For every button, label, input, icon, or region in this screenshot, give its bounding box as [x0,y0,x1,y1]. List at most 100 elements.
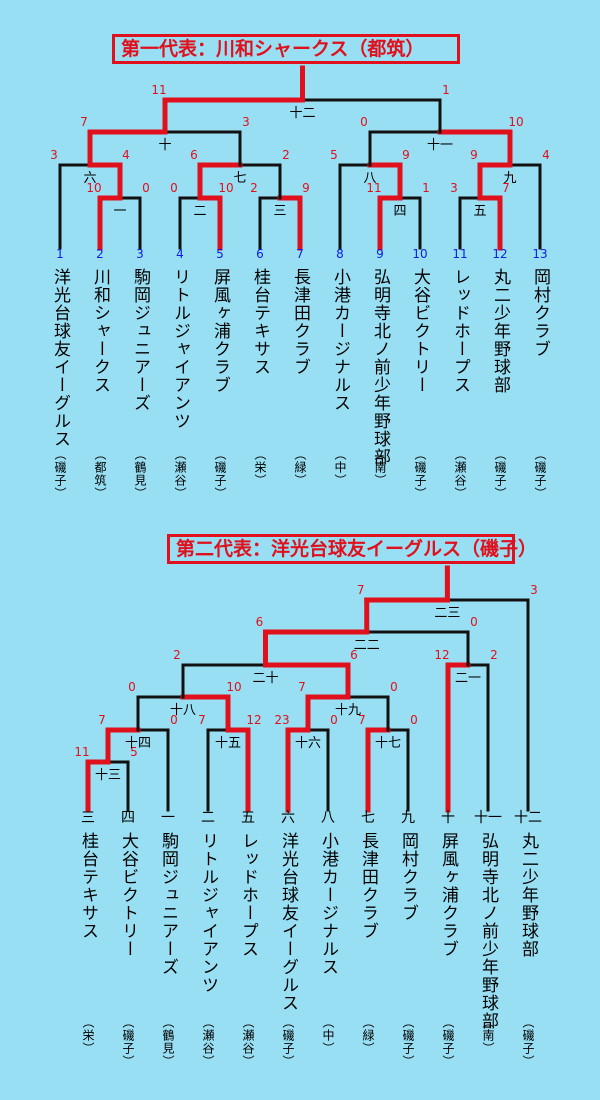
bracket2-team-3-name: リトルジャイアンツ [198,832,218,994]
bracket1-game-7-score-right: 9 [402,148,410,162]
bracket2-team-4-seed: 五 [241,810,255,826]
bracket2-team-4-ward: （瀬谷） [241,1016,255,1068]
bracket2-game-1-score-right: 0 [170,713,178,727]
bracket2-game-7-score-right: 6 [350,648,358,662]
bracket2-game-4-score-right: 0 [410,713,418,727]
bracket2-team-11-name: 丸二少年野球部 [518,832,539,958]
bracket1-team-9-ward: （磯子） [413,448,427,500]
bracket2-team-10-ward: （南） [481,1016,495,1055]
bracket2-team-6-ward: （中） [321,1016,335,1055]
bracket2-game-2-score-left: 7 [198,713,206,727]
bracket1-team-10-seed: 11 [452,247,467,261]
bracket1-game-4-score-left: 3 [450,181,458,195]
bracket1-game-10-score-left: 0 [360,115,368,129]
bracket2-game-5-score-left: 0 [128,680,136,694]
bracket2-team-1-seed: 四 [121,810,135,826]
bracket2-game-3-score-left: 23 [274,713,289,727]
bracket2-game-3-score-right: 0 [330,713,338,727]
bracket1-team-5-ward: （栄） [253,448,267,487]
bracket2-game-7-label: 二十 [252,671,278,686]
bracket1-team-5-name: 桂台テキサス [250,268,271,376]
bracket1-team-2-seed: 3 [136,247,144,261]
bracket2-game-4-label: 十七 [375,736,401,751]
bracket2-game-3-label: 十六 [295,736,321,751]
bracket1-game-2-score-left: 2 [250,181,258,195]
bracket1-team-0-seed: 1 [56,247,64,261]
bracket1-team-6-seed: 7 [296,247,304,261]
bracket2-team-9-seed: 十 [441,810,455,826]
bracket1-game-6-score-right: 2 [282,148,290,162]
bracket2-team-9-name: 屏風ヶ浦クラブ [438,832,459,958]
bracket1-team-9-seed: 10 [412,247,427,261]
bracket1-game-9-score-left: 7 [80,115,88,129]
bracket2-game-1-label: 十四 [125,736,151,751]
bracket1-title: 第一代表：川和シャークス（都筑） [112,34,460,64]
bracket2-game-10-score-right: 3 [530,583,538,597]
bracket1-team-11-name: 丸二少年野球部 [490,268,511,394]
bracket1-team-9-name: 大谷ビクトリー [410,268,431,394]
bracket1-game-9-label: 十 [158,138,171,153]
bracket1-team-8-ward: （南） [373,448,387,487]
bracket1-team-4-ward: （磯子） [213,448,227,500]
bracket1-team-6-name: 長津田クラブ [290,268,311,376]
bracket2-team-7-seed: 七 [361,810,375,826]
bracket2-team-11-ward: （磯子） [521,1016,535,1068]
bracket1-team-2-ward: （鶴見） [133,448,147,500]
bracket2-team-4-name: レッドホープス [238,832,258,958]
bracket2-game-10-label: 二三 [434,606,460,621]
bracket2-team-9-ward: （磯子） [441,1016,455,1068]
bracket1-team-7-name: 小港カージナルス [330,268,351,412]
bracket1-game-3-score-right: 1 [422,181,430,195]
bracket2-game-0-label: 十三 [95,768,121,783]
bracket2-team-2-ward: （鶴見） [161,1016,175,1068]
bracket1-game-4-score-right: 7 [502,181,510,195]
bracket1-team-0-name: 洋光台球友イーグルス [50,268,71,448]
bracket1-team-12-seed: 13 [532,247,547,261]
bracket2-team-0-name: 桂台テキサス [78,832,99,940]
bracket2-game-0-score-left: 11 [74,745,89,759]
bracket1-team-4-seed: 5 [216,247,224,261]
bracket2-team-7-ward: （緑） [361,1016,375,1055]
bracket1-game-0-label: 一 [113,204,126,219]
bracket1-team-11-seed: 12 [492,247,507,261]
bracket1-team-7-seed: 8 [336,247,344,261]
bracket2-game-1-score-left: 7 [98,713,106,727]
bracket1-team-3-seed: 4 [176,247,184,261]
bracket2-game-2-label: 十五 [215,736,241,751]
bracket1-game-5-score-right: 4 [122,148,130,162]
bracket2-game-5-score-right: 10 [226,680,241,694]
bracket1-game-0-score-right: 0 [142,181,150,195]
bracket2-game-8-score-right: 2 [490,648,498,662]
bracket2-team-1-ward: （磯子） [121,1016,135,1068]
bracket2-team-10-seed: 十一 [474,810,502,826]
bracket1-team-1-name: 川和シャークス [90,268,111,394]
bracket1-team-3-name: リトルジャイアンツ [170,268,190,430]
bracket2-team-6-seed: 八 [321,810,335,826]
bracket1-game-0-score-left: 10 [86,181,101,195]
bracket1-game-11-label: 十二 [289,106,315,121]
bracket1-game-3-label: 四 [393,204,406,219]
bracket1-game-6-label: 七 [233,171,246,186]
bracket1-team-0-ward: （磯子） [53,448,67,500]
bracket2-title: 第二代表：洋光台球友イーグルス（磯子） [167,534,537,564]
bracket1-game-1-label: 二 [193,204,206,219]
bracket2-team-3-seed: 二 [201,810,215,826]
bracket1-game-11-score-right: 1 [442,83,450,97]
bracket1-game-2-label: 三 [273,204,286,219]
bracket1-team-12-name: 岡村クラブ [530,268,551,358]
bracket1-game-10-label: 十一 [427,138,453,153]
bracket1-game-1-score-right: 10 [218,181,233,195]
bracket2-team-1-name: 大谷ビクトリー [118,832,139,958]
bracket1-team-1-ward: （都筑） [93,448,107,500]
bracket1-team-4-name: 屏風ヶ浦クラブ [210,268,231,394]
bracket2-team-3-ward: （瀬谷） [201,1016,215,1068]
bracket1-game-3-score-left: 11 [366,181,381,195]
bracket2-team-8-seed: 九 [401,810,415,826]
bracket2-team-10-name: 弘明寺北ノ前少年野球部 [478,832,499,1030]
bracket2-team-8-name: 岡村クラブ [398,832,419,922]
bracket1-team-5-seed: 6 [256,247,264,261]
bracket2-team-0-seed: 三 [81,810,95,826]
bracket1-game-5-score-left: 3 [50,148,58,162]
bracket2-game-6-score-left: 7 [298,680,306,694]
bracket1-team-7-ward: （中） [333,448,347,487]
